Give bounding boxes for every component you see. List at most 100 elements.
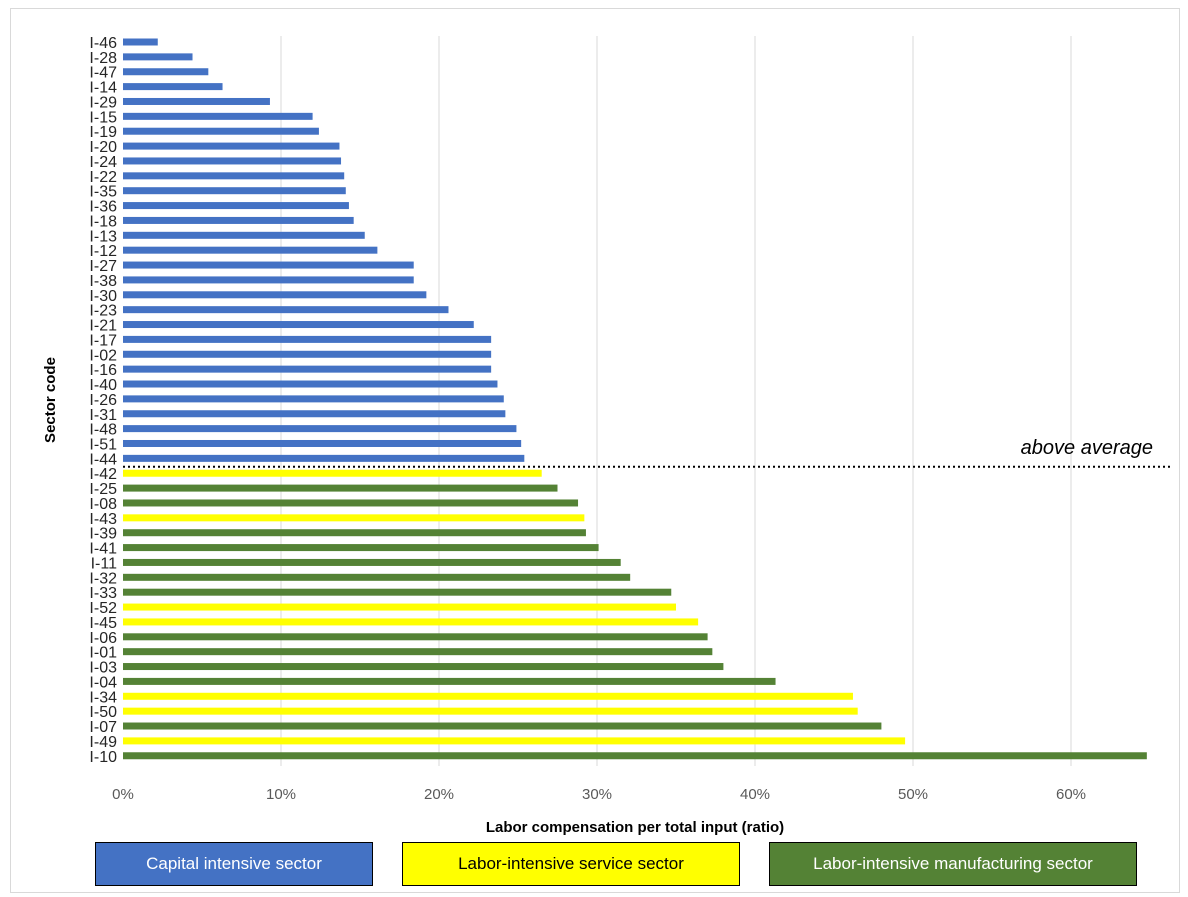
y-tick-label: I-36 [89, 199, 117, 216]
bar-i-20 [123, 142, 340, 150]
y-tick-label: I-21 [89, 318, 117, 335]
y-tick-labels: I-46I-28I-47I-14I-29I-15I-19I-20I-24I-22… [89, 35, 117, 766]
legend-capital-intensive: Capital intensive sector [95, 842, 373, 886]
y-tick-label: I-16 [89, 362, 117, 379]
x-axis-title: Labor compensation per total input (rati… [486, 819, 784, 836]
bar-i-32 [123, 573, 631, 581]
bar-i-50 [123, 707, 858, 715]
y-tick-label: I-27 [89, 258, 117, 275]
bar-i-01 [123, 648, 713, 656]
legend-labor-manufacturing: Labor-intensive manufacturing sector [769, 842, 1137, 886]
y-tick-label: I-39 [89, 526, 117, 543]
bar-i-18 [123, 216, 354, 224]
bar-i-14 [123, 83, 223, 91]
above-average-label: above average [1021, 437, 1153, 459]
y-tick-label: I-28 [89, 50, 117, 67]
bar-i-02 [123, 350, 492, 358]
x-tick-labels: 0% 10% 20% 30% 40% 50% 60% [112, 786, 1086, 803]
y-tick-label: I-18 [89, 213, 117, 230]
bar-i-40 [123, 380, 498, 388]
bar-i-17 [123, 335, 492, 343]
bar-i-22 [123, 172, 345, 180]
y-tick-label: I-35 [89, 184, 117, 201]
bar-i-24 [123, 157, 342, 165]
y-tick-label: I-29 [89, 94, 117, 111]
y-tick-label: I-02 [89, 347, 117, 364]
y-tick-label: I-31 [89, 407, 117, 424]
y-tick-label: I-19 [89, 124, 117, 141]
y-tick-label: I-25 [89, 481, 117, 498]
bar-i-28 [123, 53, 193, 61]
y-tick-label: I-43 [89, 511, 117, 528]
y-tick-label: I-15 [89, 109, 117, 126]
y-tick-label: I-38 [89, 273, 117, 290]
y-axis-title: Sector code [42, 357, 59, 443]
bar-i-15 [123, 112, 313, 120]
legend-manufacturing-label: Labor-intensive manufacturing sector [813, 854, 1093, 873]
bar-i-36 [123, 202, 349, 210]
y-tick-label: I-44 [89, 451, 117, 468]
bar-i-31 [123, 410, 506, 418]
y-tick-label: I-01 [89, 645, 117, 662]
bar-i-41 [123, 544, 599, 552]
bar-i-49 [123, 737, 906, 745]
y-tick-label: I-03 [89, 660, 117, 677]
y-tick-label: I-50 [89, 704, 117, 721]
y-tick-label: I-13 [89, 228, 117, 245]
bar-i-45 [123, 618, 699, 626]
bar-i-44 [123, 454, 525, 462]
bar-i-04 [123, 677, 776, 685]
bar-i-19 [123, 127, 319, 135]
legend-service-label: Labor-intensive service sector [458, 854, 684, 873]
bar-i-26 [123, 395, 504, 403]
y-tick-label: I-24 [89, 154, 117, 171]
y-tick-label: I-08 [89, 496, 117, 513]
y-tick-label: I-45 [89, 615, 117, 632]
x-tick-label: 40% [740, 786, 770, 803]
legend-capital-label: Capital intensive sector [146, 854, 322, 873]
x-tick-label: 60% [1056, 786, 1086, 803]
y-tick-label: I-12 [89, 243, 117, 260]
bar-i-42 [123, 469, 542, 477]
y-tick-label: I-48 [89, 422, 117, 439]
bar-i-35 [123, 187, 346, 195]
bars [123, 38, 1147, 760]
y-tick-label: I-17 [89, 332, 117, 349]
y-tick-label: I-26 [89, 392, 117, 409]
y-tick-label: I-22 [89, 169, 117, 186]
bar-i-33 [123, 588, 672, 596]
y-tick-label: I-33 [89, 585, 117, 602]
bar-i-34 [123, 692, 853, 700]
bar-i-25 [123, 484, 558, 492]
bar-i-11 [123, 558, 621, 566]
y-tick-label: I-30 [89, 288, 117, 305]
bar-i-27 [123, 261, 414, 269]
bar-i-30 [123, 291, 427, 299]
y-tick-label: I-52 [89, 600, 117, 617]
y-tick-label: I-47 [89, 65, 117, 82]
x-tick-label: 10% [266, 786, 296, 803]
y-tick-label: I-32 [89, 570, 117, 587]
bar-i-16 [123, 365, 492, 373]
bar-i-38 [123, 276, 414, 284]
bar-i-39 [123, 529, 586, 537]
bar-i-46 [123, 38, 158, 46]
bar-i-23 [123, 306, 449, 314]
bar-i-06 [123, 633, 708, 641]
bar-i-47 [123, 68, 209, 76]
x-tick-label: 50% [898, 786, 928, 803]
y-tick-label: I-41 [89, 541, 117, 558]
bar-i-03 [123, 663, 724, 671]
y-tick-label: I-49 [89, 734, 117, 751]
y-tick-label: I-51 [89, 436, 117, 453]
y-tick-label: I-20 [89, 139, 117, 156]
bar-i-29 [123, 97, 270, 105]
bar-i-12 [123, 246, 378, 254]
y-tick-label: I-07 [89, 719, 117, 736]
x-tick-label: 20% [424, 786, 454, 803]
legend-labor-service: Labor-intensive service sector [402, 842, 740, 886]
y-tick-label: I-11 [91, 555, 117, 572]
bar-i-07 [123, 722, 882, 730]
chart-frame [10, 8, 1180, 893]
y-tick-label: I-10 [89, 749, 117, 766]
